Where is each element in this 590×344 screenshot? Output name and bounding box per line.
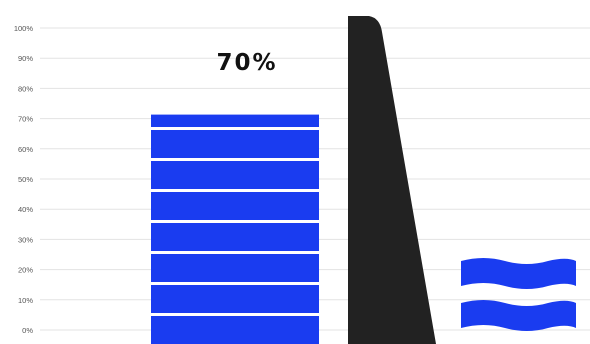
y-tick-label: 40% [18,205,33,214]
dam-wall-icon [348,16,436,344]
bar-segment [151,161,319,189]
bar-segment [151,192,319,220]
bar-segment [151,316,319,344]
y-tick-label: 10% [18,296,33,305]
bar-segment [151,130,319,158]
y-tick-label: 30% [18,235,33,244]
bar-segment [151,254,319,282]
bar-segment [151,223,319,251]
fill-percentage-label: 70% [216,50,277,76]
bar-segment [151,285,319,313]
bar-segment [151,114,319,127]
water-waves-icon [461,258,576,331]
y-tick-label: 100% [14,24,34,33]
water-wave-bottom [461,300,576,331]
water-wave-top [461,258,576,289]
y-tick-label: 60% [18,145,33,154]
y-tick-label: 20% [18,266,33,275]
y-tick-label: 90% [18,54,33,63]
level-bar [151,114,319,344]
y-tick-label: 50% [18,175,33,184]
y-tick-label: 70% [18,115,33,124]
y-tick-label: 80% [18,84,33,93]
y-axis-tick-labels: 0% 10% 20% 30% 40% 50% 60% 70% 80% 90% 100% [14,24,34,335]
y-tick-label: 0% [22,326,33,335]
